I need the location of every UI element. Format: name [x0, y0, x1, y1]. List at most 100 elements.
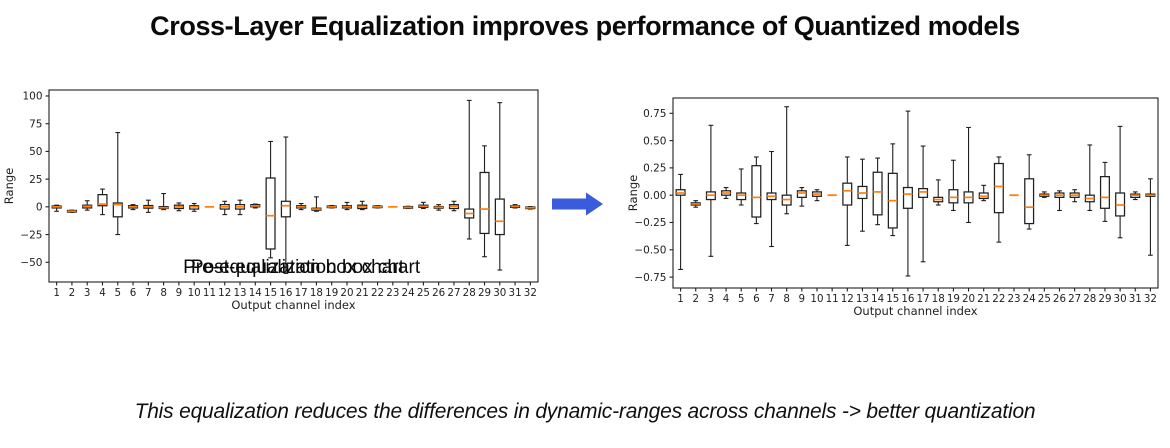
svg-text:10: 10	[810, 293, 823, 305]
svg-text:−0.50: −0.50	[634, 244, 666, 256]
svg-text:21: 21	[356, 287, 369, 299]
svg-text:1: 1	[53, 287, 60, 299]
svg-text:Range: Range	[626, 175, 640, 211]
box-channel-24	[403, 205, 414, 210]
svg-text:14: 14	[249, 287, 262, 299]
svg-text:50: 50	[29, 146, 42, 158]
svg-text:25: 25	[417, 287, 430, 299]
svg-text:15: 15	[886, 293, 899, 305]
svg-text:20: 20	[962, 293, 975, 305]
box-channel-7	[143, 199, 154, 213]
svg-text:10: 10	[188, 287, 201, 299]
svg-text:16: 16	[901, 293, 914, 305]
svg-text:23: 23	[386, 287, 399, 299]
box-channel-9	[173, 202, 184, 212]
box-channel-7	[766, 150, 777, 248]
svg-text:100: 100	[22, 91, 42, 103]
svg-text:4: 4	[723, 293, 730, 305]
box-channel-5	[112, 132, 123, 236]
svg-text:14: 14	[871, 293, 884, 305]
svg-text:12: 12	[841, 293, 854, 305]
box-channel-15	[265, 140, 276, 259]
svg-text:18: 18	[932, 293, 945, 305]
svg-text:25: 25	[1038, 293, 1051, 305]
page-title: Cross-Layer Equalization improves perfor…	[150, 11, 1020, 41]
svg-text:31: 31	[1129, 293, 1142, 305]
right-arrow-shape	[552, 192, 603, 216]
box-channel-3	[82, 200, 93, 211]
pre-equalization-chart: 100 75 50 25 0 −25 −50 1 2 3 4 5 6 7 8 9 10 11 12 13 14 15 16 1…	[0, 80, 560, 330]
box-channel-9	[796, 186, 807, 207]
svg-text:17: 17	[917, 293, 930, 305]
svg-text:13: 13	[856, 293, 869, 305]
box-channel-1	[675, 173, 686, 270]
box-channel-21	[978, 184, 989, 202]
svg-text:22: 22	[371, 287, 384, 299]
svg-text:9: 9	[176, 287, 183, 299]
svg-text:29: 29	[478, 287, 491, 299]
svg-text:5: 5	[114, 287, 121, 299]
svg-text:30: 30	[1114, 293, 1127, 305]
svg-text:Output channel index: Output channel index	[853, 304, 977, 318]
svg-text:11: 11	[826, 293, 839, 305]
box-channel-2	[66, 209, 77, 213]
box-channel-10	[811, 189, 823, 202]
box-channel-24	[1024, 154, 1035, 230]
svg-text:7: 7	[145, 287, 152, 299]
box-channel-16	[280, 136, 291, 274]
box-channel-5	[736, 168, 747, 206]
box-channel-6	[127, 204, 139, 211]
svg-text:28: 28	[463, 287, 476, 299]
svg-text:24: 24	[1023, 293, 1036, 305]
post-chart-caption: Post-equalization box chart	[190, 257, 421, 278]
box-channel-19	[948, 159, 959, 212]
box-channel-21	[357, 200, 368, 211]
box-channel-31	[1130, 191, 1141, 201]
svg-text:30: 30	[493, 287, 506, 299]
box-channel-29	[479, 145, 490, 258]
box-channel-16	[902, 110, 913, 277]
box-channel-8	[158, 192, 169, 211]
box-channel-18	[311, 196, 322, 212]
svg-text:27: 27	[1068, 293, 1081, 305]
svg-text:−50: −50	[20, 257, 42, 269]
svg-text:9: 9	[799, 293, 806, 305]
svg-text:11: 11	[203, 287, 216, 299]
svg-text:6: 6	[753, 293, 760, 305]
box-channel-4	[721, 186, 732, 200]
svg-text:13: 13	[233, 287, 246, 299]
box-channel-13	[234, 199, 246, 216]
svg-text:8: 8	[160, 287, 167, 299]
svg-text:−0.75: −0.75	[634, 272, 666, 284]
svg-text:Range: Range	[2, 168, 16, 204]
svg-text:12: 12	[218, 287, 231, 299]
svg-text:75: 75	[29, 118, 42, 130]
svg-text:5: 5	[738, 293, 745, 305]
svg-text:1: 1	[677, 293, 684, 305]
svg-text:22: 22	[992, 293, 1005, 305]
box-channel-26	[433, 204, 444, 211]
svg-text:2: 2	[69, 287, 76, 299]
svg-text:0.00: 0.00	[643, 190, 666, 202]
box-channel-20	[341, 201, 353, 211]
svg-text:3: 3	[84, 287, 91, 299]
svg-text:29: 29	[1098, 293, 1111, 305]
svg-text:31: 31	[509, 287, 522, 299]
box-channel-27	[1069, 189, 1080, 203]
box-channel-29	[1099, 161, 1110, 222]
svg-text:8: 8	[783, 293, 790, 305]
svg-text:7: 7	[768, 293, 775, 305]
svg-text:0: 0	[36, 202, 43, 214]
svg-text:0.50: 0.50	[643, 135, 666, 147]
svg-text:19: 19	[325, 287, 338, 299]
box-channel-12	[842, 156, 853, 246]
svg-text:−25: −25	[20, 229, 42, 241]
svg-text:20: 20	[340, 287, 353, 299]
box-channel-22	[993, 156, 1004, 243]
post-equalization-boxplot: 0.750.500.250.00−0.25−0.50−0.751 2 3 4 5 6 7 8 9…	[626, 97, 1159, 318]
right-arrow-icon	[552, 192, 604, 216]
svg-text:6: 6	[130, 287, 137, 299]
box-channel-2	[690, 200, 701, 208]
box-channel-15	[887, 143, 898, 237]
